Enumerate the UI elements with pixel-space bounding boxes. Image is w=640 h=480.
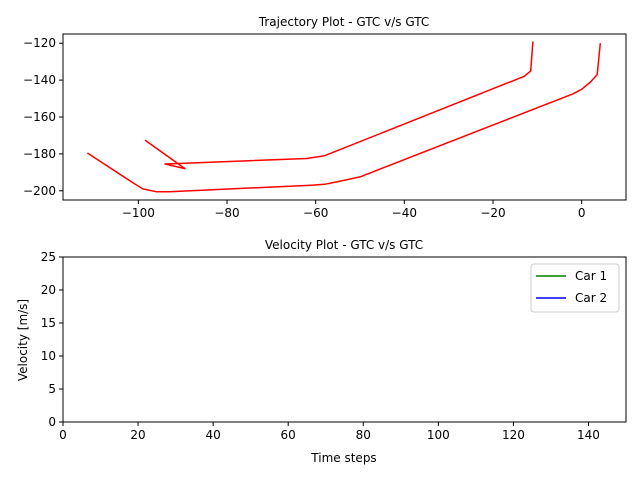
trajectory-x-tick-label: −40 [392, 206, 417, 220]
trajectory-y-tick-label: −180 [23, 147, 56, 161]
velocity-y-tick-label: 15 [41, 316, 56, 330]
velocity-y-tick-label: 0 [48, 415, 56, 429]
trajectory-y-ticks: −200 −180 −160 −140 −120 [23, 36, 63, 198]
velocity-y-tick-label: 20 [41, 283, 56, 297]
velocity-x-tick-label: 100 [427, 428, 450, 442]
velocity-frame [62, 256, 627, 423]
velocity-y-tick-label: 10 [41, 349, 56, 363]
velocity-y-tick-label: 25 [41, 250, 56, 264]
trajectory-series-line-2 [86, 43, 602, 193]
trajectory-x-ticks: −100 −80 −60 −40 −20 0 [122, 200, 586, 220]
velocity-x-tick-label: 20 [130, 428, 145, 442]
legend-car2-label: Car 2 [575, 291, 607, 305]
trajectory-frame [62, 33, 627, 201]
velocity-title: Velocity Plot - GTC v/s GTC [265, 238, 423, 252]
velocity-x-tick-label: 60 [281, 428, 296, 442]
velocity-y-ticks: 0 5 10 15 20 25 [41, 250, 63, 429]
trajectory-y-tick-label: −120 [23, 36, 56, 50]
velocity-x-tick-label: 40 [205, 428, 220, 442]
velocity-x-tick-label: 0 [59, 428, 67, 442]
velocity-y-axis-label: Velocity [m/s] [16, 299, 30, 381]
velocity-x-axis-label: Time steps [310, 451, 376, 465]
trajectory-series-line-1 [144, 41, 534, 170]
trajectory-title: Trajectory Plot - GTC v/s GTC [258, 15, 429, 29]
legend-car1-label: Car 1 [575, 269, 607, 283]
trajectory-axes: Trajectory Plot - GTC v/s GTC −100 −80 −60… [23, 15, 627, 220]
velocity-axes: Velocity Plot - GTC v/s GTC 0 20 40 60 80 100… [16, 238, 627, 465]
velocity-legend: Car 1 Car 2 [530, 263, 620, 313]
velocity-x-ticks: 0 20 40 60 80 100 120 140 [59, 422, 600, 442]
trajectory-x-tick-label: −60 [303, 206, 328, 220]
trajectory-x-tick-label: −80 [214, 206, 239, 220]
trajectory-x-tick-label: −20 [480, 206, 505, 220]
velocity-x-tick-label: 140 [577, 428, 600, 442]
trajectory-y-tick-label: −140 [23, 73, 56, 87]
velocity-x-tick-label: 80 [356, 428, 371, 442]
trajectory-x-tick-label: −100 [122, 206, 155, 220]
trajectory-y-tick-label: −200 [23, 184, 56, 198]
velocity-y-tick-label: 5 [48, 382, 56, 396]
velocity-x-tick-label: 120 [502, 428, 525, 442]
trajectory-lines [86, 41, 602, 193]
trajectory-x-tick-label: 0 [578, 206, 586, 220]
trajectory-y-tick-label: −160 [23, 110, 56, 124]
